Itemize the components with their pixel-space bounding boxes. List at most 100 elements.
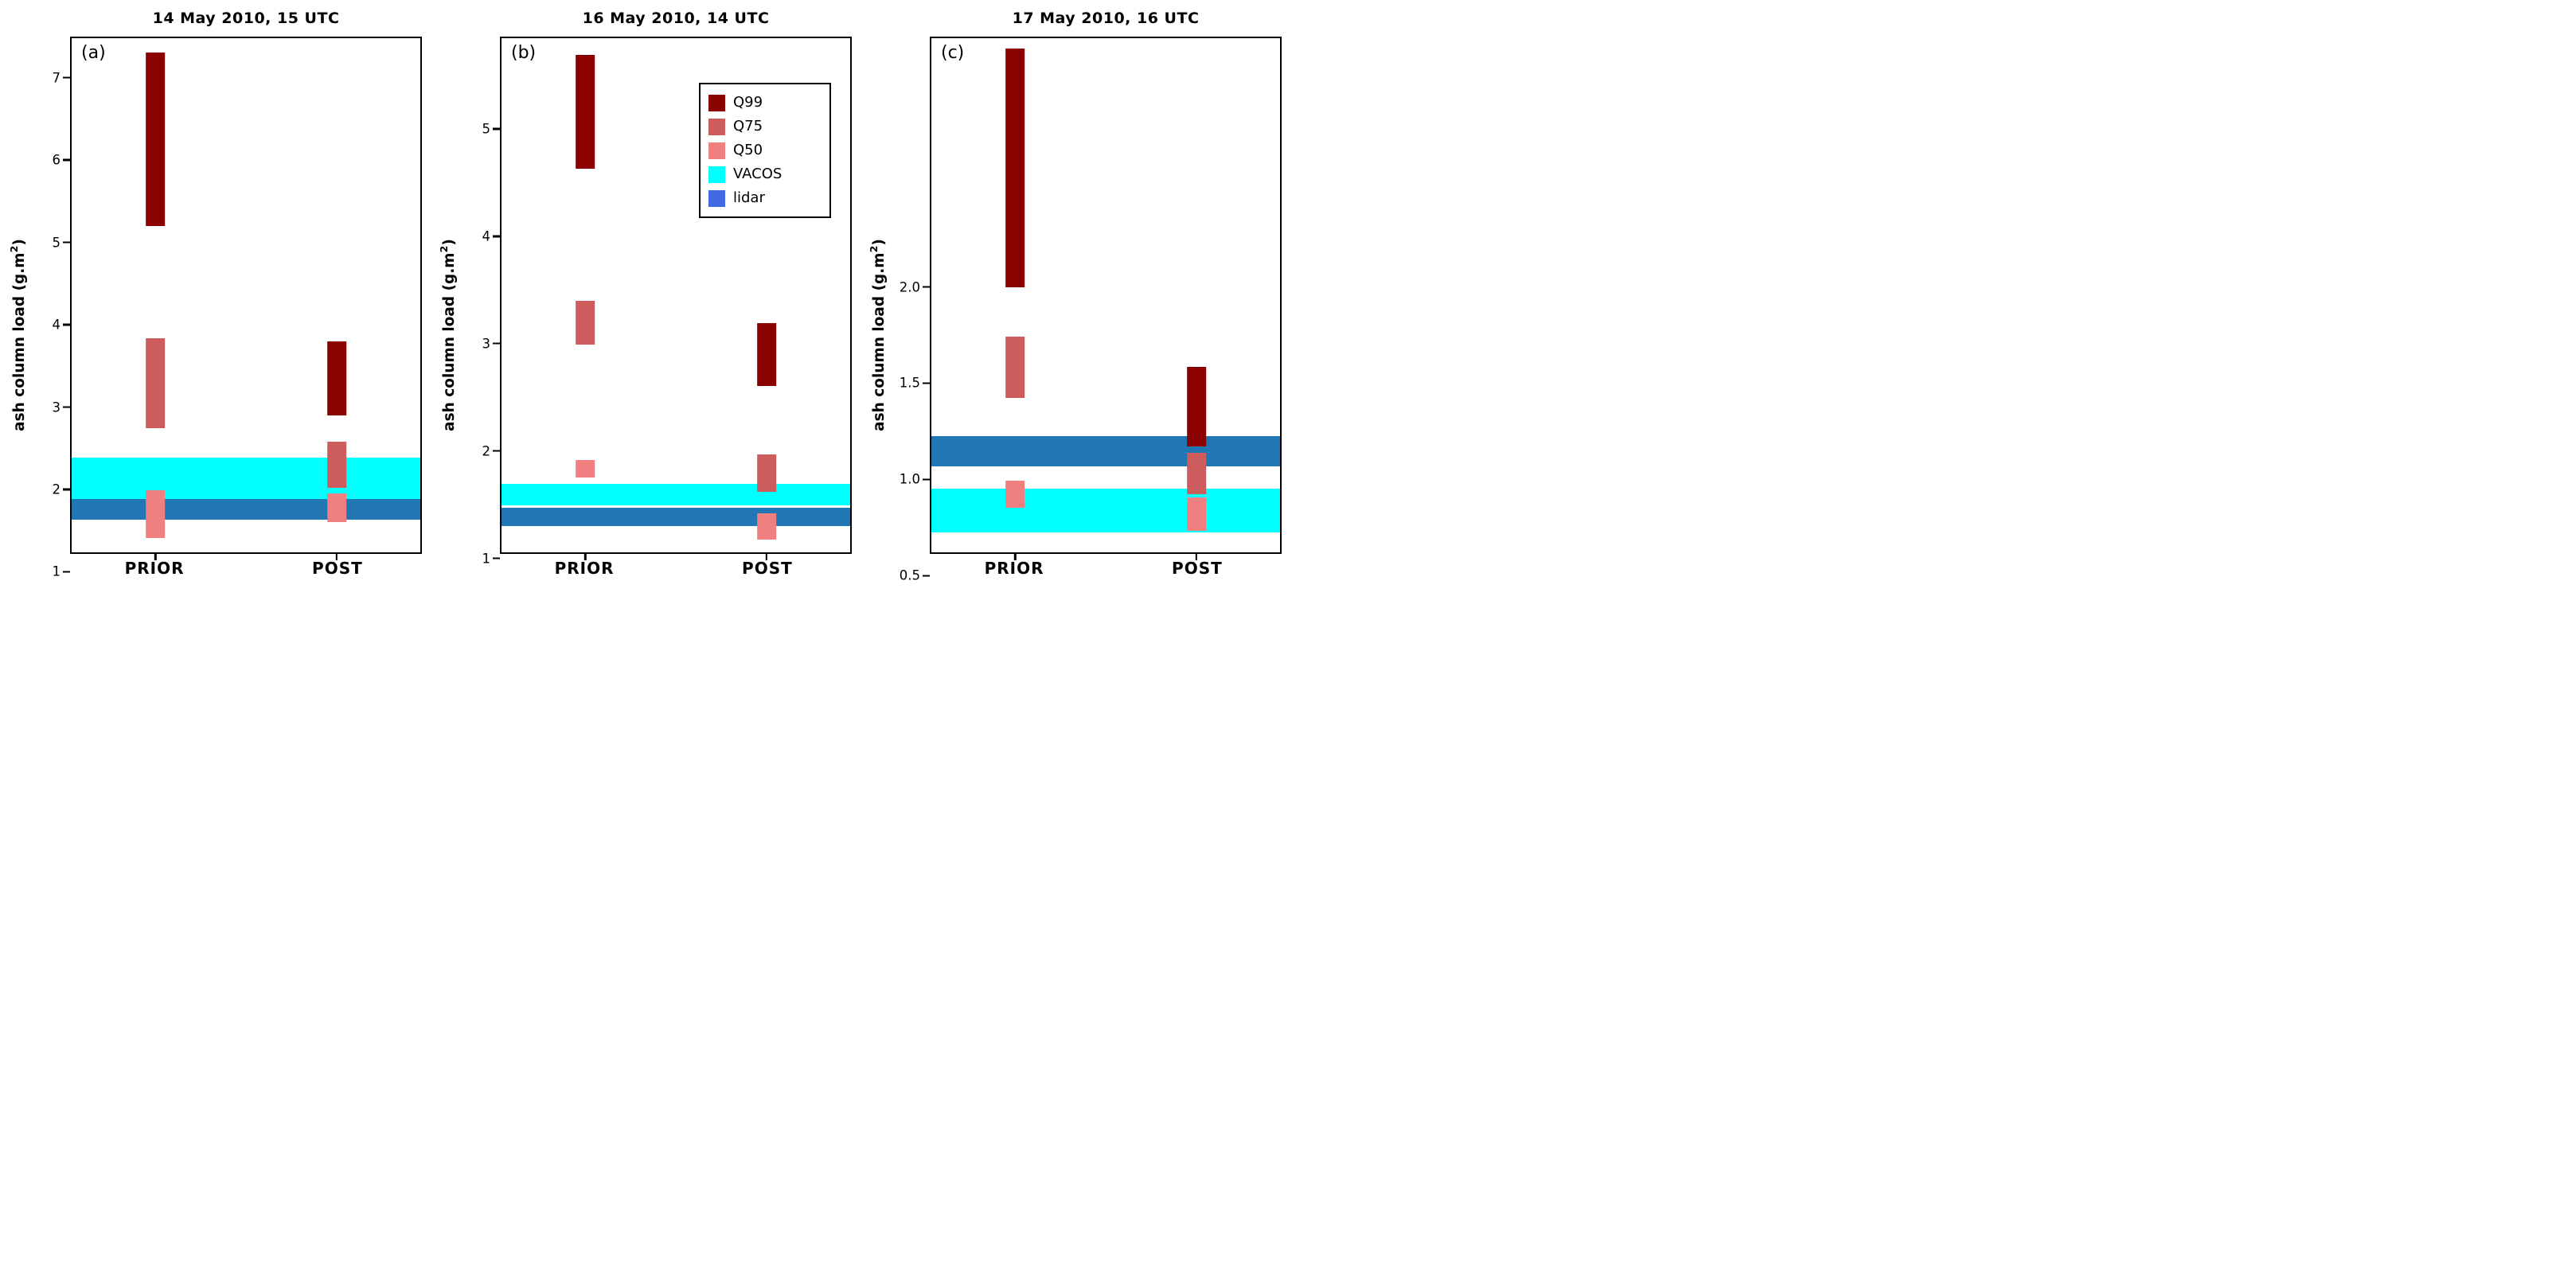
x-tick-mark [335,552,338,560]
y-tick-mark [923,478,930,481]
x-axis: PRIOR POST [70,554,422,587]
legend-swatch-icon [708,189,725,207]
y-tick: 7 [53,70,70,85]
y-tick: 1 [53,564,70,579]
x-tick-label-prior: PRIOR [124,559,185,578]
x-tick-label-post: POST [1172,559,1223,578]
legend: Q99 Q75 Q50 VACOS lidar [699,83,831,218]
y-tick-mark [493,450,500,452]
band-vacos [931,488,1280,532]
y-tick-label: 0.5 [899,567,920,583]
legend-swatch-icon [708,94,725,111]
y-axis-label-close: ) [11,239,29,246]
y-tick-mark [63,406,70,408]
y-tick-label: 3 [52,400,61,415]
x-tick-label-post: POST [742,559,793,578]
legend-item-q99: Q99 [708,91,822,115]
legend-label: lidar [733,189,765,206]
legend-item-q50: Q50 [708,138,822,162]
bar-q50-post [757,513,776,540]
legend-swatch-icon [708,142,725,159]
x-tick-mark [584,552,587,560]
y-axis-label-close: ) [871,239,888,246]
y-tick: 1.0 [900,472,930,487]
y-tick-mark [63,571,70,573]
y-tick-label: 2 [482,443,491,459]
y-tick-label: 1 [482,551,491,567]
legend-item-lidar: lidar [708,186,822,210]
y-tick: 3 [52,400,70,415]
y-tick: 1.5 [900,376,930,391]
y-axis: 1 2 3 4 5 [463,37,500,634]
y-tick-label: 5 [482,121,491,137]
bar-q99-post [1187,366,1206,446]
y-axis-label: ash column load (g.m2) [438,239,458,431]
y-tick: 3 [482,336,500,352]
bar-q99-prior [1005,48,1025,287]
legend-label: Q99 [733,94,763,111]
y-tick-label: 3 [482,336,491,352]
x-tick-mark [154,552,157,560]
band-lidar [72,499,420,520]
y-tick: 2 [52,481,70,497]
x-tick-mark [1195,552,1198,560]
y-tick: 0.5 [900,568,930,583]
y-tick-label: 1.5 [899,375,920,391]
bar-q50-post [327,493,346,522]
y-tick: 4 [482,228,500,244]
x-tick-mark [1013,552,1017,560]
legend-swatch-icon [708,118,725,135]
y-tick-mark [493,127,500,131]
y-tick: 5 [482,121,500,137]
legend-item-vacos: VACOS [708,162,822,186]
bar-q75-prior [1005,337,1025,399]
panel-c: 17 May 2010, 16 UTC ash column load (g.m2… [861,3,1282,634]
band-lidar [502,508,850,527]
panel-letter: (a) [81,43,106,63]
y-tick-mark [63,241,70,244]
bar-q99-prior [146,52,165,227]
bar-q50-post [1187,497,1206,531]
y-axis-label-superscript: 2 [868,245,880,253]
y-axis-label-text: ash column load (g.m [441,252,459,431]
x-tick-label-prior: PRIOR [984,559,1044,578]
x-axis: PRIOR POST [500,554,852,587]
y-tick: 2 [482,443,500,459]
bar-q75-post [1187,452,1206,495]
plot-area: (b) Q99 Q75 Q50 VACOS lidar [500,37,852,560]
panel-b: 16 May 2010, 14 UTC ash column load (g.m2… [431,3,852,634]
panel-title: 16 May 2010, 14 UTC [582,10,770,27]
figure: 14 May 2010, 15 UTC ash column load (g.m2… [0,0,1288,634]
y-tick-label: 5 [52,235,61,251]
y-tick: 5 [52,235,70,251]
y-tick-mark [923,575,930,577]
y-tick-mark [923,382,930,384]
bar-q75-post [327,441,346,488]
bar-q75-prior [576,300,595,345]
x-axis: PRIOR POST [930,554,1282,587]
y-axis-label-text: ash column load (g.m [871,252,888,431]
y-tick: 2.0 [900,279,930,294]
panel-title: 14 May 2010, 15 UTC [152,10,340,27]
y-axis: 0.5 1.0 1.5 2.0 [893,37,930,634]
y-axis-label-superscript: 2 [438,245,450,253]
y-tick-label: 4 [482,228,491,244]
legend-swatch-icon [708,166,725,183]
band-vacos [72,458,420,500]
y-tick-label: 1.0 [899,471,920,487]
bar-q50-prior [576,459,595,478]
bar-q50-prior [1005,481,1025,508]
y-tick-label: 2 [52,481,61,497]
legend-label: Q75 [733,118,763,134]
bar-q99-post [327,341,346,416]
bar-q99-post [757,322,776,386]
bar-q75-prior [146,337,165,429]
band-lidar [931,436,1280,466]
y-tick-mark [923,286,930,288]
y-tick-label: 6 [52,152,61,168]
panel-letter: (b) [511,43,537,63]
panel-letter: (c) [941,43,965,63]
bar-q99-prior [576,54,595,169]
y-axis-label-close: ) [441,239,459,246]
x-tick-mark [765,552,768,560]
